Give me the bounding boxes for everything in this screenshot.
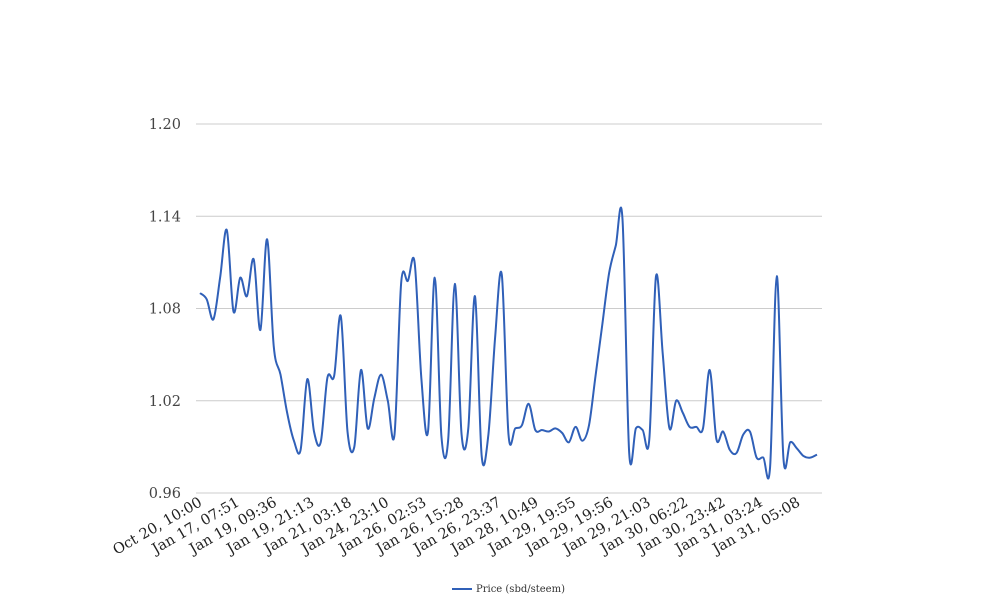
- y-tick-label: 1.20: [149, 117, 181, 133]
- y-tick-label: 1.08: [149, 302, 181, 318]
- series-line-price: [199, 206, 818, 480]
- series-layer: [199, 206, 818, 480]
- y-axis-tick-labels: 0.96 1.02 1.08 1.14 1.20: [149, 117, 181, 502]
- gridlines: [196, 123, 822, 494]
- legend: Price (sbd/steem): [452, 584, 565, 595]
- legend-label: Price (sbd/steem): [476, 584, 565, 595]
- y-tick-label: 1.02: [149, 394, 181, 410]
- y-tick-label: 1.14: [149, 209, 181, 225]
- y-tick-label: 0.96: [149, 486, 181, 502]
